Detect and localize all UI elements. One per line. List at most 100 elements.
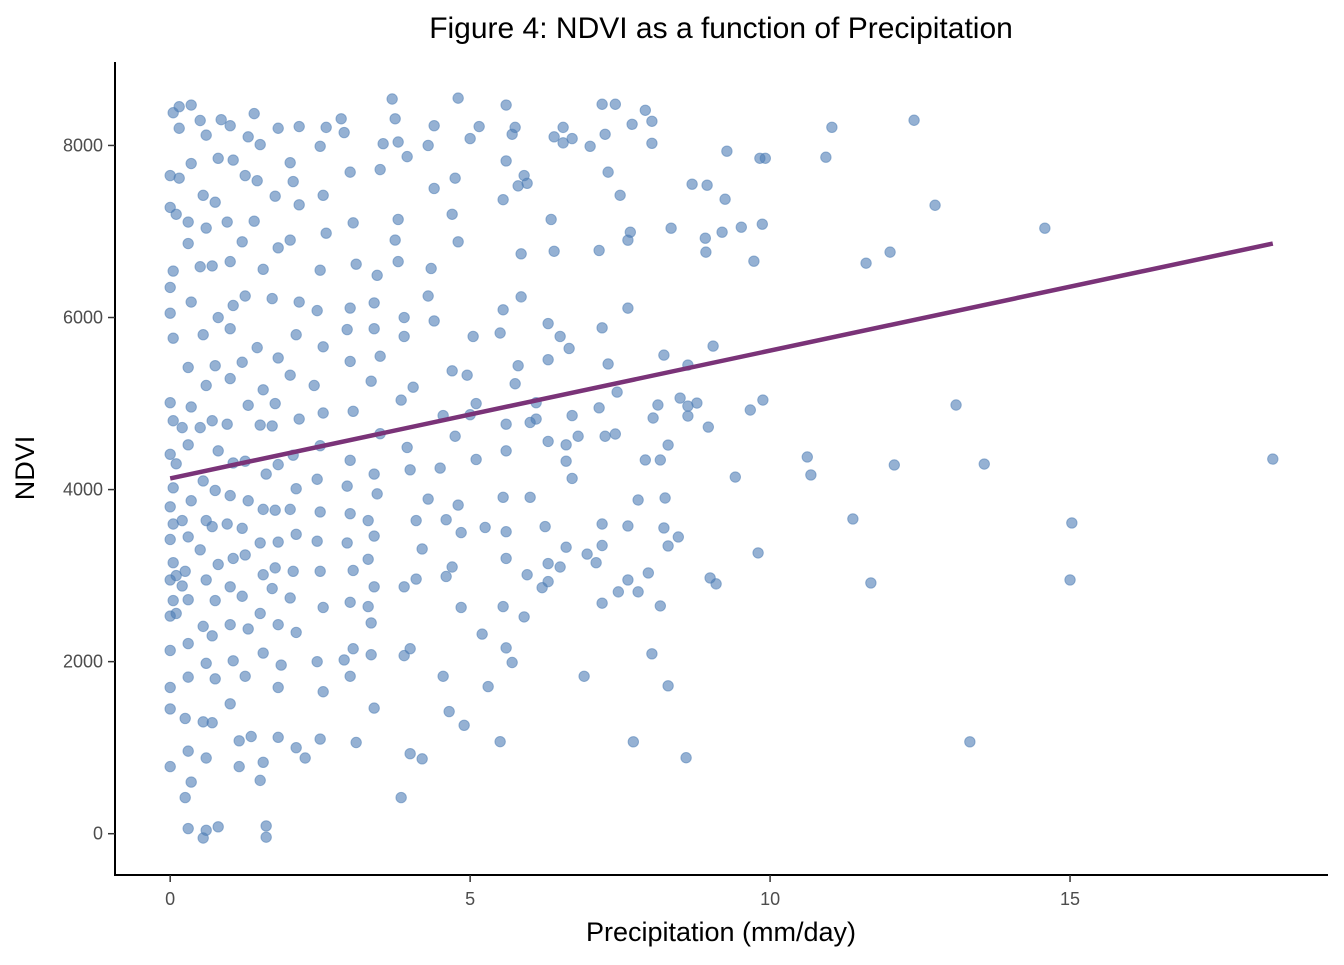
data-point [704, 572, 716, 584]
data-point [449, 430, 461, 442]
data-point [221, 216, 233, 228]
data-point [224, 255, 236, 268]
data-point [654, 454, 667, 466]
data-point [275, 659, 287, 671]
data-point [344, 166, 356, 178]
y-tick-label: 8000 [63, 135, 103, 155]
data-point [236, 236, 248, 248]
data-point [701, 179, 713, 191]
data-point [500, 155, 512, 167]
data-point [560, 541, 572, 553]
data-point [560, 439, 572, 451]
trend-line [169, 241, 1274, 481]
data-point [194, 261, 206, 273]
data-point [428, 119, 440, 132]
data-point [335, 113, 347, 125]
data-point [227, 154, 239, 166]
data-point [257, 647, 269, 659]
data-point [680, 752, 692, 764]
data-point [290, 741, 302, 754]
data-point [233, 735, 245, 747]
data-point [801, 451, 813, 463]
data-point [200, 129, 212, 141]
data-point [404, 464, 416, 476]
data-point [248, 215, 260, 227]
data-point [317, 189, 329, 202]
data-point [389, 234, 401, 246]
data-point [182, 439, 194, 451]
data-point [461, 369, 473, 381]
data-point [515, 248, 527, 260]
data-point [185, 157, 197, 170]
data-point [224, 698, 236, 710]
data-point [455, 526, 467, 539]
data-point [509, 378, 521, 390]
data-point [212, 445, 224, 457]
data-point [395, 394, 407, 406]
data-point [964, 736, 976, 748]
data-point [512, 180, 524, 192]
data-point [365, 375, 377, 387]
data-point [748, 255, 760, 267]
data-point [368, 297, 380, 309]
data-point [272, 458, 284, 471]
data-point [632, 494, 644, 506]
data-point [654, 600, 667, 612]
data-point [622, 234, 634, 246]
y-tick-label: 4000 [63, 480, 103, 500]
data-point [401, 150, 413, 163]
data-point [224, 489, 236, 502]
data-point [212, 152, 224, 165]
data-point [182, 216, 194, 228]
data-point [542, 435, 554, 448]
data-point [338, 654, 350, 666]
data-point [341, 480, 353, 492]
data-point [682, 410, 694, 422]
data-point [341, 537, 353, 549]
data-point [476, 628, 488, 640]
data-point [314, 565, 326, 578]
data-point [470, 397, 482, 410]
data-point [197, 716, 209, 728]
data-point [518, 611, 530, 623]
data-point [716, 226, 728, 238]
data-point [185, 401, 197, 413]
data-point [209, 196, 221, 208]
data-point [197, 832, 209, 844]
data-point [164, 681, 176, 694]
data-point [500, 552, 512, 565]
data-point [293, 199, 305, 211]
data-point [272, 122, 284, 134]
data-point [350, 736, 362, 749]
y-tick-label: 2000 [63, 652, 103, 672]
data-point [179, 712, 191, 725]
data-point [658, 349, 670, 361]
data-point [284, 503, 296, 516]
data-point [754, 152, 766, 164]
data-point [682, 400, 694, 412]
data-point [257, 384, 269, 396]
data-point [596, 322, 608, 334]
data-point [254, 419, 266, 431]
data-point [197, 189, 209, 202]
data-point [254, 138, 266, 151]
data-point [542, 557, 554, 570]
y-ticks: 0 2000 4000 6000 8000 [63, 135, 115, 844]
data-point [284, 234, 296, 246]
data-point [590, 557, 602, 569]
data-point [700, 246, 712, 258]
data-point [464, 132, 476, 145]
data-point [185, 99, 197, 111]
data-point [860, 257, 872, 269]
data-point [311, 473, 323, 485]
data-point [884, 246, 896, 258]
data-point [224, 618, 236, 631]
data-point [371, 488, 383, 500]
data-point [248, 107, 260, 120]
data-point [308, 379, 320, 392]
data-point [662, 540, 674, 552]
data-point [500, 445, 512, 457]
data-point [176, 580, 188, 592]
data-point [524, 491, 536, 504]
data-point [847, 513, 859, 525]
